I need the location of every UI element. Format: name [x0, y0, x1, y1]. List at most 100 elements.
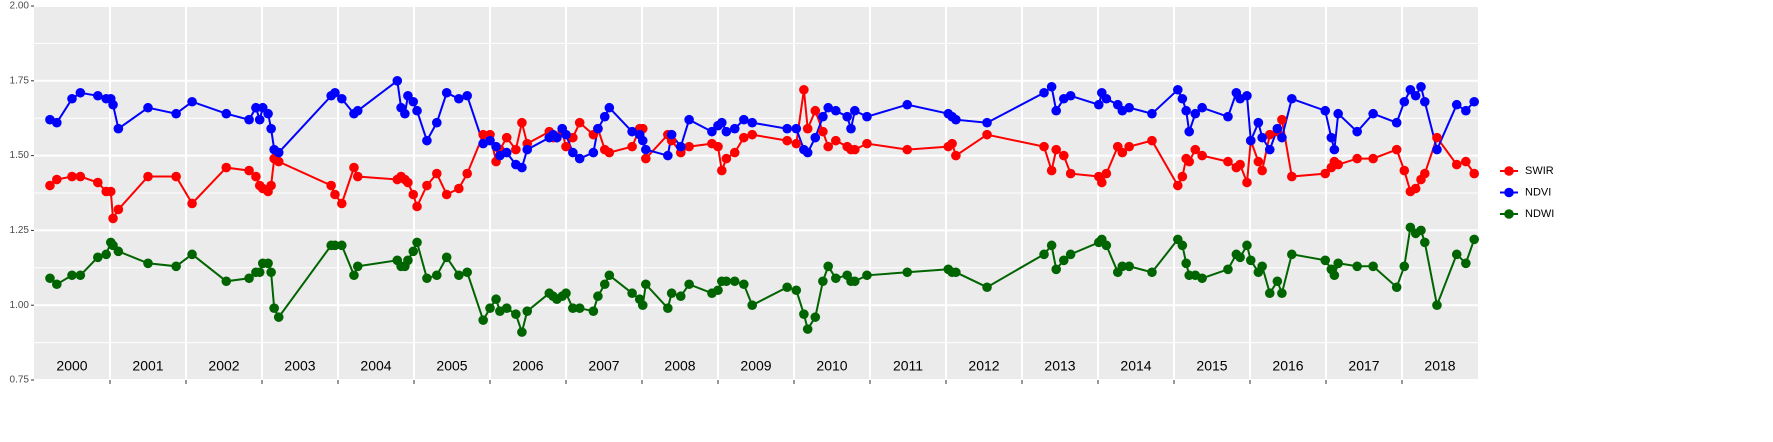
point — [337, 93, 347, 104]
legend-label: NDWI — [1525, 208, 1554, 220]
point — [1245, 255, 1256, 266]
point — [810, 105, 821, 116]
point — [1101, 168, 1112, 179]
point — [52, 117, 62, 128]
point — [1257, 261, 1267, 272]
point — [747, 117, 757, 128]
point — [412, 105, 422, 116]
point — [522, 306, 533, 316]
point — [951, 150, 961, 161]
point — [441, 252, 452, 263]
point — [862, 138, 872, 149]
point — [739, 279, 749, 290]
point — [1177, 240, 1188, 251]
point — [273, 147, 284, 158]
point — [45, 180, 55, 191]
point — [1197, 150, 1207, 161]
x-tick-label: 2015 — [1196, 358, 1227, 374]
point — [352, 261, 363, 272]
point — [1093, 99, 1104, 110]
point — [1277, 132, 1287, 143]
point — [739, 132, 749, 143]
point — [641, 279, 651, 290]
point — [1320, 105, 1331, 116]
point — [254, 267, 265, 278]
point — [627, 141, 637, 152]
point — [791, 123, 802, 134]
point — [818, 276, 828, 287]
point — [454, 93, 464, 104]
point — [1399, 96, 1410, 107]
point — [1097, 177, 1107, 188]
point — [1235, 252, 1245, 263]
point — [485, 135, 495, 146]
point — [408, 246, 419, 257]
point — [1101, 93, 1112, 104]
point — [604, 102, 615, 113]
legend-label: NDVI — [1525, 186, 1551, 198]
point — [1065, 90, 1076, 101]
point — [982, 282, 992, 293]
point — [802, 324, 813, 334]
y-tick-label: 2.00 — [10, 1, 30, 12]
point — [269, 303, 279, 313]
point — [713, 141, 723, 152]
point — [1223, 264, 1233, 275]
point — [1410, 90, 1421, 101]
point — [52, 174, 62, 185]
point — [1420, 237, 1430, 248]
y-tick-label: 0.75 — [10, 375, 30, 386]
point — [400, 108, 410, 119]
point — [1391, 117, 1402, 128]
point — [802, 147, 813, 158]
x-tick-label: 2006 — [512, 358, 543, 374]
point — [244, 165, 254, 176]
point — [1147, 267, 1157, 278]
point — [1272, 276, 1283, 287]
point — [810, 312, 821, 322]
point — [266, 267, 276, 278]
point — [561, 141, 571, 152]
point — [432, 117, 442, 128]
point — [823, 261, 833, 272]
point — [187, 96, 197, 107]
point — [1039, 141, 1049, 152]
point — [1124, 102, 1134, 113]
point — [408, 189, 419, 200]
point — [273, 312, 284, 322]
point — [1253, 117, 1264, 128]
point — [1368, 153, 1378, 164]
point — [982, 129, 992, 140]
point — [45, 273, 55, 284]
point — [1059, 255, 1069, 266]
point — [408, 96, 419, 107]
point — [604, 147, 615, 158]
x-tick-label: 2009 — [740, 358, 771, 374]
point — [1181, 105, 1191, 116]
point — [1333, 159, 1343, 170]
point — [675, 291, 686, 302]
point — [143, 258, 153, 269]
point — [721, 276, 732, 287]
point — [663, 150, 673, 161]
point — [517, 162, 527, 173]
point — [593, 291, 603, 302]
point — [251, 102, 261, 113]
point — [1416, 225, 1426, 236]
point — [842, 111, 852, 122]
point — [1352, 261, 1362, 272]
point — [1272, 123, 1283, 134]
point — [1197, 102, 1207, 113]
point — [729, 147, 740, 158]
point — [637, 135, 648, 146]
point — [574, 303, 585, 313]
point — [799, 309, 809, 319]
point — [599, 111, 610, 122]
point — [143, 102, 153, 113]
point — [349, 162, 359, 173]
x-tick-label: 2008 — [664, 358, 695, 374]
point — [67, 171, 77, 182]
point — [552, 132, 562, 143]
point — [511, 144, 521, 155]
